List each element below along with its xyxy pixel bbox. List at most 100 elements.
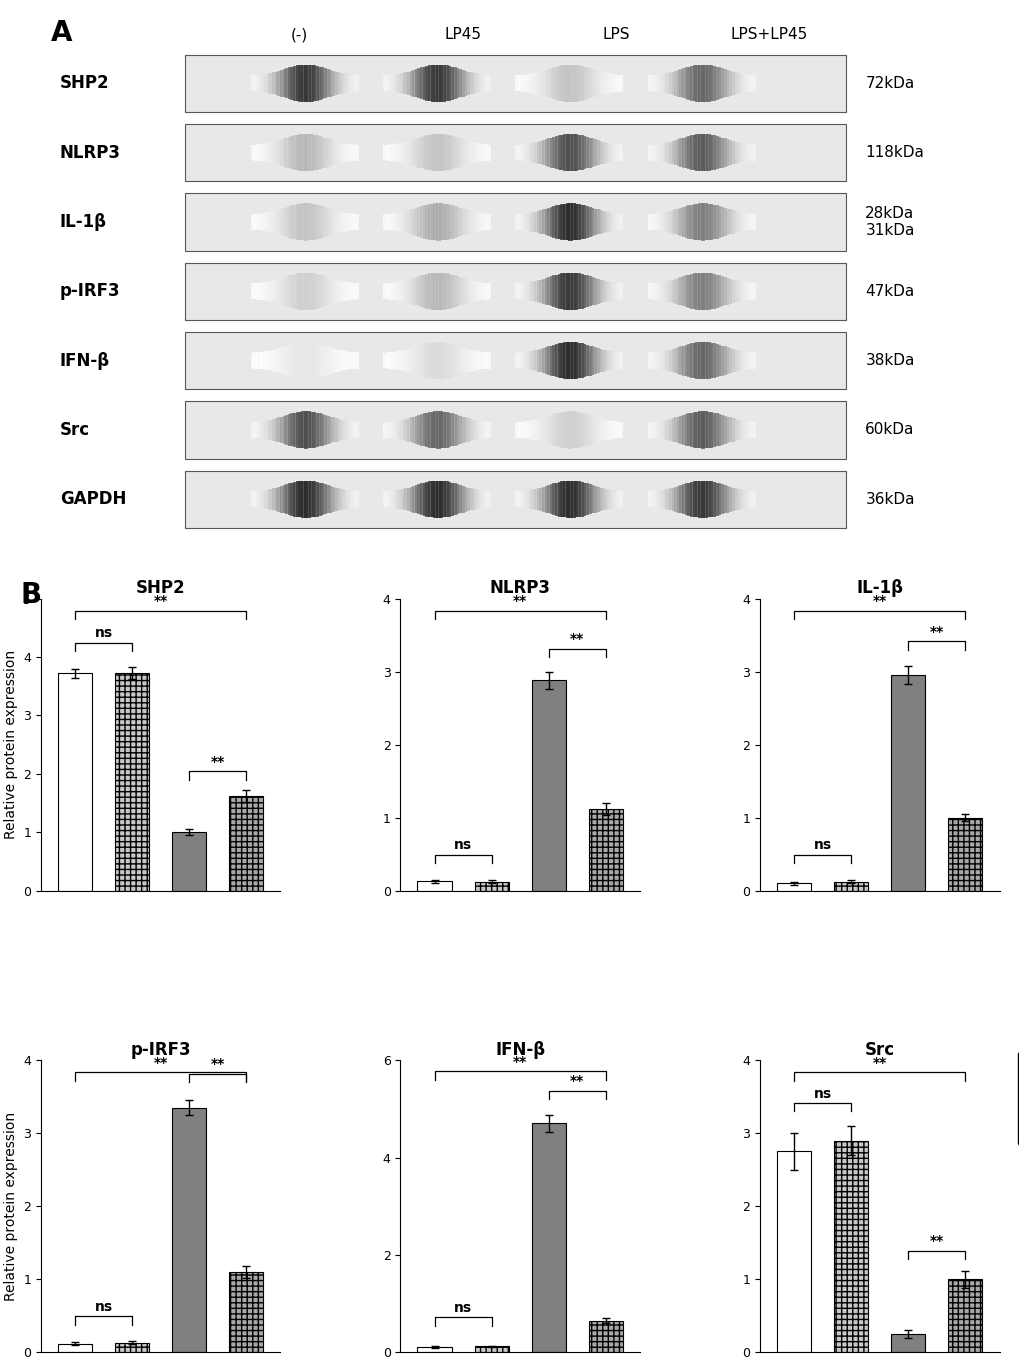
FancyBboxPatch shape bbox=[520, 352, 525, 369]
FancyBboxPatch shape bbox=[398, 351, 404, 370]
FancyBboxPatch shape bbox=[292, 135, 298, 169]
FancyBboxPatch shape bbox=[607, 490, 612, 508]
FancyBboxPatch shape bbox=[407, 488, 412, 511]
FancyBboxPatch shape bbox=[335, 142, 340, 164]
Text: **: ** bbox=[210, 1057, 224, 1071]
FancyBboxPatch shape bbox=[274, 418, 279, 441]
FancyBboxPatch shape bbox=[568, 64, 573, 102]
FancyBboxPatch shape bbox=[589, 277, 594, 306]
FancyBboxPatch shape bbox=[713, 482, 718, 516]
FancyBboxPatch shape bbox=[531, 143, 536, 163]
FancyBboxPatch shape bbox=[715, 484, 720, 515]
FancyBboxPatch shape bbox=[554, 205, 559, 239]
FancyBboxPatch shape bbox=[729, 488, 734, 511]
FancyBboxPatch shape bbox=[615, 490, 621, 508]
FancyBboxPatch shape bbox=[692, 135, 697, 171]
FancyBboxPatch shape bbox=[282, 485, 287, 514]
Text: Src: Src bbox=[60, 421, 90, 438]
FancyBboxPatch shape bbox=[520, 213, 525, 231]
FancyBboxPatch shape bbox=[742, 74, 747, 92]
FancyBboxPatch shape bbox=[448, 205, 453, 239]
FancyBboxPatch shape bbox=[304, 134, 308, 171]
Bar bbox=[588, 809, 623, 891]
FancyBboxPatch shape bbox=[446, 482, 451, 516]
FancyBboxPatch shape bbox=[665, 72, 671, 94]
FancyBboxPatch shape bbox=[314, 275, 319, 309]
FancyBboxPatch shape bbox=[687, 275, 692, 307]
FancyBboxPatch shape bbox=[343, 351, 347, 370]
FancyBboxPatch shape bbox=[581, 137, 586, 169]
FancyBboxPatch shape bbox=[266, 212, 271, 232]
FancyBboxPatch shape bbox=[671, 210, 676, 234]
FancyBboxPatch shape bbox=[274, 488, 279, 511]
FancyBboxPatch shape bbox=[309, 273, 314, 310]
FancyBboxPatch shape bbox=[317, 414, 321, 447]
FancyBboxPatch shape bbox=[554, 344, 559, 377]
FancyBboxPatch shape bbox=[700, 342, 705, 380]
Bar bbox=[474, 1347, 508, 1352]
FancyBboxPatch shape bbox=[269, 142, 274, 163]
FancyBboxPatch shape bbox=[732, 72, 737, 94]
FancyBboxPatch shape bbox=[682, 138, 686, 168]
FancyBboxPatch shape bbox=[573, 134, 578, 171]
FancyBboxPatch shape bbox=[415, 347, 419, 374]
FancyBboxPatch shape bbox=[422, 137, 427, 169]
FancyBboxPatch shape bbox=[383, 283, 387, 299]
FancyBboxPatch shape bbox=[584, 67, 588, 100]
FancyBboxPatch shape bbox=[481, 283, 485, 299]
FancyBboxPatch shape bbox=[483, 145, 488, 161]
FancyBboxPatch shape bbox=[729, 71, 734, 96]
FancyBboxPatch shape bbox=[314, 343, 319, 378]
FancyBboxPatch shape bbox=[184, 124, 846, 182]
Text: **: ** bbox=[570, 632, 584, 646]
FancyBboxPatch shape bbox=[388, 145, 392, 161]
FancyBboxPatch shape bbox=[729, 141, 734, 164]
FancyBboxPatch shape bbox=[742, 213, 747, 231]
FancyBboxPatch shape bbox=[544, 417, 549, 443]
FancyBboxPatch shape bbox=[343, 213, 347, 231]
FancyBboxPatch shape bbox=[708, 66, 712, 101]
FancyBboxPatch shape bbox=[253, 214, 258, 229]
FancyBboxPatch shape bbox=[388, 75, 392, 92]
FancyBboxPatch shape bbox=[713, 205, 718, 239]
FancyBboxPatch shape bbox=[448, 67, 453, 100]
FancyBboxPatch shape bbox=[312, 481, 316, 518]
FancyBboxPatch shape bbox=[264, 490, 269, 508]
FancyBboxPatch shape bbox=[695, 204, 699, 240]
FancyBboxPatch shape bbox=[269, 72, 274, 94]
FancyBboxPatch shape bbox=[692, 204, 697, 240]
FancyBboxPatch shape bbox=[663, 489, 667, 510]
FancyBboxPatch shape bbox=[438, 64, 443, 102]
FancyBboxPatch shape bbox=[602, 142, 607, 163]
FancyBboxPatch shape bbox=[748, 352, 752, 369]
FancyBboxPatch shape bbox=[715, 414, 720, 445]
FancyBboxPatch shape bbox=[740, 143, 744, 163]
FancyBboxPatch shape bbox=[737, 281, 742, 301]
FancyBboxPatch shape bbox=[478, 421, 483, 438]
FancyBboxPatch shape bbox=[428, 343, 432, 378]
Text: 118kDa: 118kDa bbox=[864, 145, 923, 160]
FancyBboxPatch shape bbox=[568, 481, 573, 518]
FancyBboxPatch shape bbox=[723, 70, 729, 97]
FancyBboxPatch shape bbox=[559, 66, 565, 101]
Title: IL-1β: IL-1β bbox=[855, 579, 903, 597]
FancyBboxPatch shape bbox=[309, 481, 314, 518]
FancyBboxPatch shape bbox=[657, 421, 662, 438]
FancyBboxPatch shape bbox=[296, 343, 301, 378]
FancyBboxPatch shape bbox=[438, 273, 443, 310]
FancyBboxPatch shape bbox=[335, 210, 340, 234]
FancyBboxPatch shape bbox=[465, 71, 470, 96]
FancyBboxPatch shape bbox=[745, 143, 750, 161]
FancyBboxPatch shape bbox=[599, 350, 604, 372]
FancyBboxPatch shape bbox=[483, 422, 488, 438]
FancyBboxPatch shape bbox=[385, 75, 390, 92]
FancyBboxPatch shape bbox=[674, 279, 679, 303]
FancyBboxPatch shape bbox=[285, 68, 289, 98]
FancyBboxPatch shape bbox=[520, 490, 525, 508]
FancyBboxPatch shape bbox=[705, 343, 710, 378]
FancyBboxPatch shape bbox=[552, 137, 556, 168]
Text: A: A bbox=[50, 19, 71, 46]
FancyBboxPatch shape bbox=[607, 281, 612, 301]
FancyBboxPatch shape bbox=[518, 145, 523, 161]
FancyBboxPatch shape bbox=[388, 422, 392, 438]
